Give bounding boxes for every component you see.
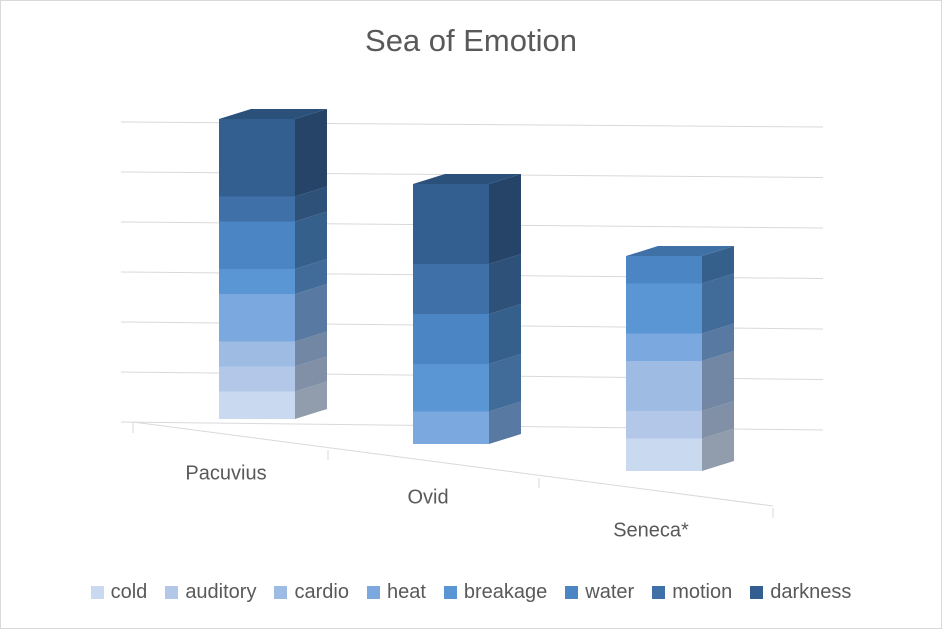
bar-front	[626, 438, 702, 471]
bar-front	[413, 364, 489, 412]
legend: cold auditory cardio heat breakage water motio…	[1, 581, 941, 604]
legend-label: auditory	[185, 581, 257, 603]
bar-segment	[626, 428, 734, 471]
chart-title: Sea of Emotion	[365, 23, 577, 58]
bar-side	[489, 401, 521, 444]
legend-swatch	[443, 586, 457, 599]
legend-item: heat	[366, 581, 426, 604]
legend-label: heat	[386, 581, 426, 603]
legend-label: water	[585, 581, 635, 603]
bar-segment	[626, 351, 734, 411]
x-tick-label: Ovid	[407, 486, 448, 508]
bar-front	[219, 221, 295, 269]
bar-front	[219, 269, 295, 294]
bar-segment	[219, 284, 327, 342]
legend-item: cold	[90, 581, 148, 604]
bar-front	[413, 184, 489, 264]
bar-side	[702, 273, 734, 334]
bar-side	[702, 401, 734, 439]
legend-item: cardio	[274, 581, 349, 604]
bar-top	[626, 246, 734, 256]
bar-side	[489, 254, 521, 314]
legend-swatch	[90, 586, 104, 599]
bar-side	[489, 174, 521, 264]
bar-front	[219, 391, 295, 419]
x-axis-line	[132, 421, 774, 507]
bar-front	[413, 264, 489, 314]
bar-segment	[413, 304, 521, 364]
legend-item: water	[565, 581, 634, 604]
bar-side	[295, 331, 327, 367]
bar-front	[626, 283, 702, 334]
bar-side	[295, 186, 327, 222]
bar-front	[219, 119, 295, 197]
bar-front	[219, 196, 295, 222]
bar-side	[702, 246, 734, 284]
bar-front	[413, 411, 489, 444]
bar-side	[295, 109, 327, 197]
x-tick-label: Seneca*	[613, 519, 689, 541]
bar-segment	[413, 254, 521, 314]
bar-side	[295, 284, 327, 342]
legend-label: darkness	[770, 581, 852, 603]
legend-swatch	[165, 586, 179, 599]
bar-segment	[413, 401, 521, 444]
x-tick-label: Pacuvius	[185, 462, 266, 484]
legend-swatch	[565, 586, 579, 599]
legend-label: breakage	[463, 581, 548, 603]
bar-side	[489, 304, 521, 364]
legend-item: auditory	[165, 581, 256, 604]
bar-front	[413, 314, 489, 364]
bar-segment	[219, 331, 327, 367]
bar-segment	[413, 354, 521, 412]
legend-swatch	[366, 586, 380, 599]
bar-segment	[219, 381, 327, 419]
bar-front	[219, 341, 295, 367]
legend-item: breakage	[443, 581, 548, 604]
bar-segment	[626, 401, 734, 439]
bar-segment	[413, 174, 521, 264]
bar-segment	[219, 186, 327, 222]
bar-segment	[219, 259, 327, 294]
bar-front	[626, 411, 702, 439]
legend-swatch	[652, 586, 666, 599]
bar-top	[413, 174, 521, 184]
bar-segment	[219, 109, 327, 197]
legend-label: cold	[110, 581, 148, 603]
bar-front	[219, 366, 295, 392]
bar-side	[295, 211, 327, 269]
bar-side	[702, 323, 734, 361]
legend-item: darkness	[750, 581, 851, 604]
bar-segment	[626, 273, 734, 334]
bar-segment	[626, 246, 734, 284]
bar-front	[626, 256, 702, 284]
bar-segment	[626, 323, 734, 361]
bar-side	[702, 428, 734, 471]
legend-label: cardio	[294, 581, 349, 603]
bar-segment	[219, 356, 327, 392]
bar-side	[295, 381, 327, 419]
legend-label: motion	[672, 581, 733, 603]
bar-front	[219, 294, 295, 342]
bar-segment	[219, 211, 327, 269]
bar-side	[702, 351, 734, 411]
legend-item: motion	[652, 581, 732, 604]
legend-swatch	[750, 586, 764, 599]
bar-front	[626, 333, 702, 361]
bar-front	[626, 361, 702, 411]
bar-side	[489, 354, 521, 412]
bar-top	[219, 109, 327, 119]
bar-side	[295, 356, 327, 392]
legend-swatch	[274, 586, 288, 599]
bar-side	[295, 259, 327, 294]
